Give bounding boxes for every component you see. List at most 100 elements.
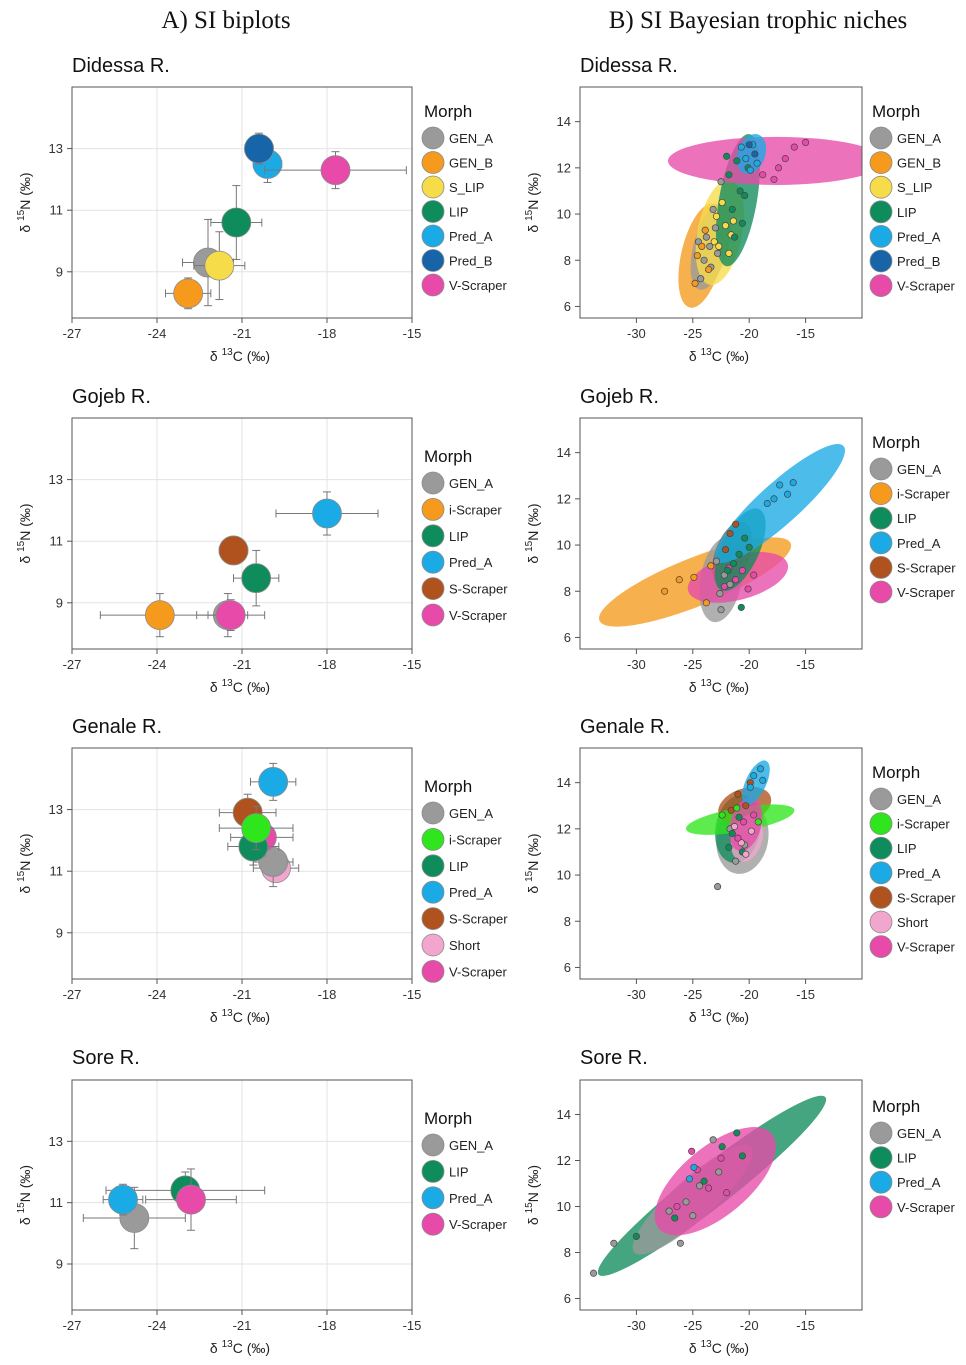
legend-swatch — [869, 274, 893, 298]
plot-area — [165, 132, 407, 310]
plot-area — [685, 760, 795, 891]
legend-label: GEN_A — [449, 131, 493, 146]
data-point-i-scraper — [690, 573, 698, 581]
legend-swatch — [421, 224, 445, 248]
legend-title: Morph — [424, 102, 472, 121]
data-point-short — [742, 850, 750, 858]
y-tick-label: 10 — [557, 207, 571, 222]
data-point-pred-a — [685, 1175, 693, 1183]
panel-A4: Sore R. -27 -24 -21 -18 -15 9 11 13 δ 13C (‰) δ 15… — [16, 1047, 507, 1356]
data-point-gen-a — [696, 1182, 704, 1190]
legend-swatch — [421, 577, 445, 600]
legend-swatch — [869, 910, 893, 934]
x-tick-label: -15 — [403, 326, 422, 341]
data-point-pred-a — [742, 155, 750, 163]
panel-A1: Didessa R. -27 -24 -21 -18 -15 9 11 13 δ 13C (‰) δ… — [16, 55, 507, 364]
plot-area — [589, 1095, 827, 1277]
data-point-s-lip — [715, 242, 723, 250]
legend-label: Pred_A — [897, 1175, 941, 1190]
x-tick-label: -30 — [627, 987, 646, 1002]
data-point-lip — [741, 534, 749, 542]
legend: Morph GEN_A i-Scraper LIP Pred_A S-Scraper Sho… — [869, 763, 956, 958]
legend-item-pred-a: Pred_A — [421, 550, 493, 574]
legend-item-gen-a: GEN_A — [869, 457, 941, 481]
legend-label: Pred_A — [449, 555, 493, 570]
legend-item-s-scraper: S-Scraper — [869, 886, 956, 909]
legend-item-s-scraper: S-Scraper — [421, 907, 508, 930]
mean-point-s-scraper — [218, 535, 249, 566]
data-point-gen-a — [732, 857, 740, 865]
panel-A3: Genale R. -27 -24 -21 -18 -15 9 11 13 δ 13C (‰) δ … — [16, 716, 508, 1025]
data-point-gen-a — [610, 1239, 618, 1247]
legend-label: Pred_B — [897, 254, 940, 269]
legend-swatch — [421, 1160, 445, 1183]
data-point-v-scraper — [770, 175, 778, 183]
data-point-v-scraper — [732, 576, 740, 584]
data-point-pred-a — [750, 772, 758, 780]
mean-point-s-lip — [204, 250, 235, 281]
panel-title: Didessa R. — [72, 55, 170, 77]
data-point-gen-a — [706, 242, 714, 250]
legend-item-i-scraper: i-Scraper — [421, 497, 502, 521]
data-point-lip — [725, 171, 733, 179]
y-tick-label: 6 — [564, 299, 571, 314]
y-tick-label: 13 — [49, 1134, 63, 1149]
x-tick-label: -18 — [318, 657, 337, 672]
x-tick-label: -15 — [796, 987, 815, 1002]
legend-item-v-scraper: V-Scraper — [869, 935, 955, 958]
plot-area — [668, 134, 862, 308]
x-axis-label: δ 13C (‰) — [689, 1339, 749, 1356]
x-tick-label: -15 — [403, 657, 422, 672]
x-tick-label: -20 — [740, 987, 759, 1002]
legend-item-pred-b: Pred_B — [421, 249, 492, 272]
data-point-v-scraper — [774, 164, 783, 172]
legend-swatch — [869, 1170, 893, 1194]
legend-swatch — [421, 603, 445, 627]
data-point-lip — [735, 813, 743, 821]
y-axis-label: δ 15N (‰) — [524, 503, 541, 563]
mean-point-pred-a — [312, 498, 342, 529]
data-point-gen-a — [715, 1168, 723, 1176]
y-tick-label: 14 — [557, 775, 571, 790]
y-axis-label: δ 15N (‰) — [16, 1165, 33, 1225]
plot-area — [99, 491, 379, 638]
x-tick-label: -15 — [796, 326, 815, 341]
legend-label: GEN_A — [897, 1126, 941, 1141]
panel-title: Genale R. — [72, 716, 162, 738]
mean-point-i-scraper — [144, 600, 175, 631]
data-point-gen-a — [712, 557, 721, 565]
legend-swatch — [869, 1146, 893, 1169]
legend-swatch — [869, 935, 893, 958]
legend-swatch — [421, 801, 445, 825]
legend: Morph GEN_A GEN_B S_LIP LIP Pred_A Pred_B V-Scr… — [421, 102, 507, 297]
x-tick-label: -27 — [63, 1318, 82, 1333]
data-point-i-scraper — [754, 818, 762, 826]
mean-point-pred-a — [258, 766, 289, 797]
legend-item-i-scraper: i-Scraper — [869, 482, 950, 506]
data-point-lip — [729, 559, 737, 568]
data-point-gen-a — [714, 883, 722, 891]
legend-swatch — [869, 556, 893, 579]
y-tick-label: 9 — [56, 925, 63, 940]
plot-area — [218, 762, 300, 888]
data-point-i-scraper — [702, 599, 710, 607]
legend-label: GEN_B — [449, 156, 493, 171]
legend-item-pred-a: Pred_A — [869, 861, 941, 885]
legend-item-lip: LIP — [421, 854, 469, 878]
data-point-v-scraper — [750, 811, 758, 819]
legend-swatch — [869, 175, 893, 199]
legend-label: V-Scraper — [897, 940, 955, 955]
legend-item-short: Short — [421, 933, 480, 957]
legend-item-gen-b: GEN_B — [421, 151, 493, 174]
data-point-s-scraper — [734, 790, 742, 798]
legend-swatch — [421, 273, 445, 297]
x-tick-label: -15 — [403, 987, 422, 1002]
legend-title: Morph — [872, 1097, 920, 1116]
legend-item-v-scraper: V-Scraper — [869, 580, 955, 604]
data-point-gen-a — [689, 1212, 697, 1220]
legend-swatch — [421, 1212, 445, 1236]
plot-frame — [579, 747, 863, 980]
data-point-gen-b — [698, 242, 706, 250]
legend-label: S-Scraper — [449, 582, 508, 597]
